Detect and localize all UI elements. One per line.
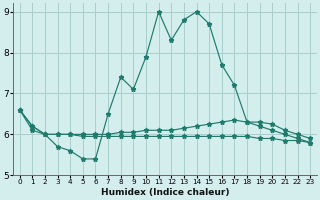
X-axis label: Humidex (Indice chaleur): Humidex (Indice chaleur) xyxy=(101,188,229,197)
